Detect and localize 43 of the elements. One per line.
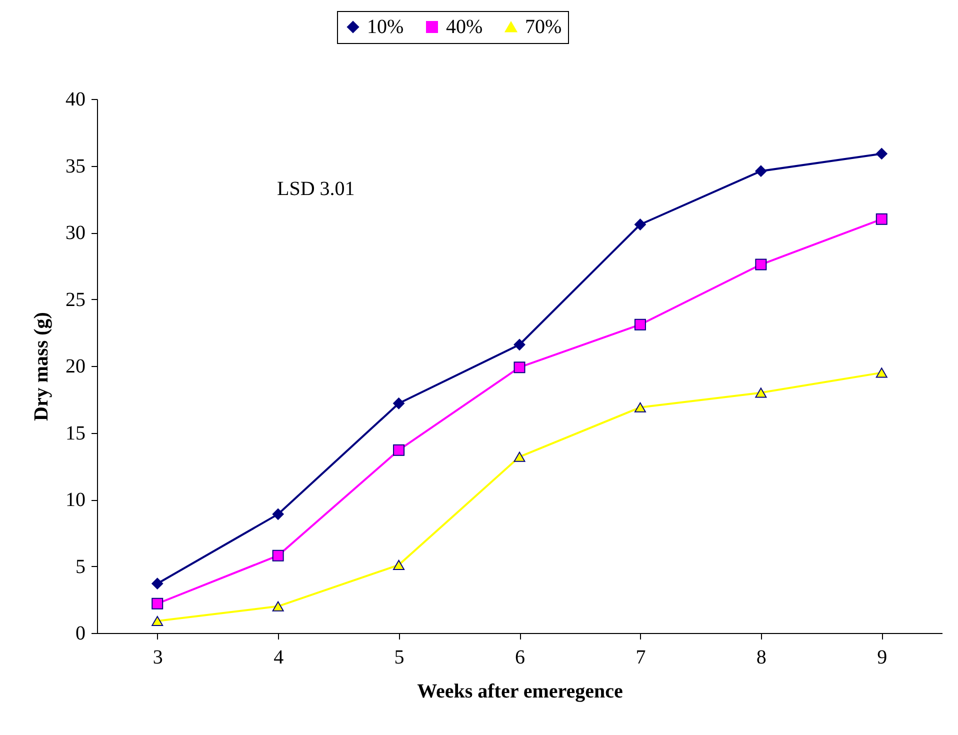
x-tick-label: 6 [515,646,525,668]
point [272,601,284,612]
point [876,368,888,378]
y-tick-label: 40 [66,88,86,110]
y-tick-label: 10 [66,489,86,511]
point [152,616,164,626]
x-axis-title: Weeks after emeregence [417,680,624,702]
point [755,258,767,270]
x-tick-label: 7 [636,646,646,668]
legend-label: 70% [525,16,562,38]
x-tick-label: 8 [756,646,766,668]
point [634,402,646,412]
point [514,338,526,350]
legend-label: 40% [446,16,483,38]
x-tick-label: 9 [877,646,888,668]
y-axis-title: Dry mass (g) [30,312,52,421]
point [876,148,888,160]
annotation: LSD 3.01 [277,178,355,200]
y-tick-label: 5 [76,556,86,578]
point [272,550,284,562]
point [514,362,526,374]
x-tick-label: 5 [394,646,404,668]
legend-label: 10% [367,16,404,38]
y-tick-label: 15 [66,422,86,444]
point [152,578,164,590]
point [634,218,646,230]
y-tick-label: 25 [66,288,86,311]
point [152,598,164,610]
point [393,398,405,410]
x-tick-label: 4 [274,646,284,668]
point [514,452,526,462]
x-tick-label: 3 [152,646,163,668]
y-tick-label: 30 [66,222,86,244]
y-tick-label: 20 [66,356,86,378]
point [755,165,767,177]
point [755,388,767,398]
point [393,444,405,456]
y-tick-label: 35 [66,155,86,178]
y-tick-label: 0 [76,622,86,644]
point [876,213,888,225]
point [634,318,646,330]
point [272,508,284,520]
point [393,560,405,570]
